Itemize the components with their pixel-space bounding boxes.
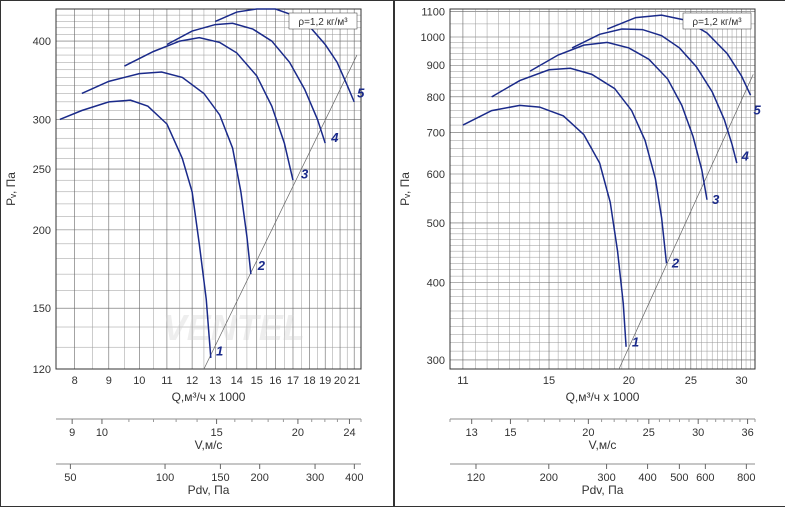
v-tick: 30 bbox=[692, 427, 704, 439]
curve-label-4: 4 bbox=[741, 149, 750, 164]
x-tick: 30 bbox=[735, 375, 747, 387]
pdv-tick: 50 bbox=[64, 472, 76, 484]
pdv-tick: 500 bbox=[670, 472, 688, 484]
curve-label-5: 5 bbox=[754, 103, 762, 118]
left-chart-panel: VENTEL12345120150200250300400Pᵥ, Паρ=1,2… bbox=[0, 0, 394, 507]
y-tick: 600 bbox=[427, 169, 445, 181]
v-tick: 10 bbox=[96, 427, 108, 439]
curve-label-1: 1 bbox=[216, 343, 223, 358]
v-tick: 13 bbox=[466, 427, 478, 439]
watermark: VENTEL bbox=[163, 307, 305, 348]
x-axis-label: Q,м³/ч x 1000 bbox=[566, 390, 640, 404]
x-tick: 20 bbox=[334, 375, 346, 387]
v-tick: 20 bbox=[292, 427, 304, 439]
y-tick: 300 bbox=[427, 355, 445, 367]
curve-label-3: 3 bbox=[712, 192, 720, 207]
y-tick: 500 bbox=[427, 218, 445, 230]
chart-svg: 1 2 3 4 5 300 400 500 600 700 800 900 1000 1100 Pᵥ, Па… bbox=[395, 1, 785, 506]
chart-svg: VENTEL12345120150200250300400Pᵥ, Паρ=1,2… bbox=[1, 1, 393, 506]
curve-label-4: 4 bbox=[330, 130, 339, 145]
x-tick: 10 bbox=[133, 375, 145, 387]
pdv-tick: 300 bbox=[306, 472, 324, 484]
v-axis-label: V,м/с bbox=[195, 438, 223, 452]
x-tick: 11 bbox=[457, 375, 468, 387]
v-tick: 24 bbox=[343, 427, 355, 439]
v-tick: 15 bbox=[504, 427, 516, 439]
y-axis-label: Pᵥ, Па bbox=[4, 172, 18, 206]
pdv-tick: 200 bbox=[540, 472, 558, 484]
y-tick: 400 bbox=[427, 278, 445, 290]
x-tick: 17 bbox=[287, 375, 299, 387]
x-tick: 11 bbox=[161, 375, 172, 387]
pdv-tick: 200 bbox=[251, 472, 269, 484]
pdv-tick: 120 bbox=[467, 472, 485, 484]
curve-label-1: 1 bbox=[632, 335, 639, 350]
pdv-axis-label: Pdv, Па bbox=[188, 483, 230, 497]
x-tick: 18 bbox=[303, 375, 315, 387]
right-chart-panel: 1 2 3 4 5 300 400 500 600 700 800 900 1000 1100 Pᵥ, Па… bbox=[394, 0, 785, 507]
x-tick: 15 bbox=[251, 375, 263, 387]
x-tick: 12 bbox=[186, 375, 198, 387]
fan-curve-3 bbox=[124, 38, 293, 181]
curve-label-3: 3 bbox=[301, 167, 309, 182]
y-tick: 700 bbox=[427, 128, 445, 140]
x-tick: 19 bbox=[319, 375, 331, 387]
x-tick: 20 bbox=[623, 375, 635, 387]
v-tick: 25 bbox=[643, 427, 655, 439]
pdv-axis-label: Pdv, Па bbox=[582, 483, 624, 497]
y-tick: 250 bbox=[33, 164, 51, 176]
x-tick: 16 bbox=[269, 375, 281, 387]
x-tick: 8 bbox=[72, 375, 78, 387]
curve-label-2: 2 bbox=[257, 258, 266, 273]
pdv-tick: 400 bbox=[638, 472, 656, 484]
y-tick: 300 bbox=[33, 114, 51, 126]
pdv-tick: 100 bbox=[156, 472, 174, 484]
y-tick: 400 bbox=[33, 36, 51, 48]
y-tick: 1000 bbox=[421, 32, 445, 44]
curve-label-5: 5 bbox=[357, 85, 365, 100]
fan-curve-1 bbox=[463, 105, 626, 346]
fan-curve-3 bbox=[530, 42, 707, 199]
y-tick: 150 bbox=[33, 303, 51, 315]
y-axis-label: Pᵥ, Па bbox=[398, 172, 412, 206]
pdv-tick: 400 bbox=[345, 472, 363, 484]
y-tick: 800 bbox=[427, 92, 445, 104]
x-tick: 9 bbox=[106, 375, 112, 387]
pdv-tick: 600 bbox=[696, 472, 714, 484]
y-tick: 900 bbox=[427, 60, 445, 72]
x-axis-label: Q,м³/ч x 1000 bbox=[172, 390, 246, 404]
curve-label-2: 2 bbox=[671, 255, 680, 270]
y-tick: 1100 bbox=[421, 6, 445, 18]
density-label: ρ=1,2 кг/м³ bbox=[298, 17, 348, 28]
x-tick: 25 bbox=[685, 375, 697, 387]
y-tick: 120 bbox=[33, 364, 51, 376]
pdv-tick: 800 bbox=[737, 472, 755, 484]
x-tick: 15 bbox=[543, 375, 555, 387]
v-axis-label: V,м/с bbox=[589, 438, 617, 452]
v-tick: 9 bbox=[69, 427, 75, 439]
y-tick: 200 bbox=[33, 225, 51, 237]
density-label: ρ=1,2 кг/м³ bbox=[692, 17, 742, 28]
x-tick: 14 bbox=[231, 375, 243, 387]
x-tick: 21 bbox=[348, 375, 360, 387]
x-tick: 13 bbox=[209, 375, 221, 387]
v-tick: 36 bbox=[741, 427, 753, 439]
